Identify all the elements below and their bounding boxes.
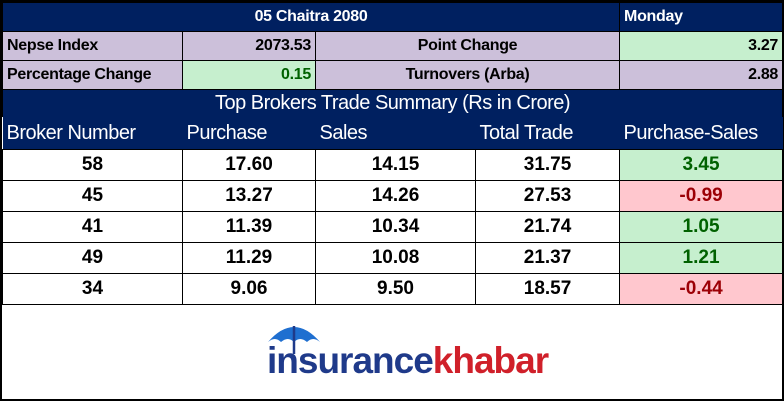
column-header: Purchase-Sales [619, 117, 783, 150]
column-header: Broker Number [2, 117, 183, 150]
cell: 58 [2, 149, 183, 181]
summary-row: Percentage Change 0.15 Turnovers (Arba) 2.8… [2, 60, 784, 90]
column-header: Sales [315, 117, 476, 150]
umbrella-icon [268, 326, 320, 354]
label: Point Change [314, 31, 621, 61]
cell: 1.05 [619, 211, 784, 243]
column-header: Total Trade [475, 117, 620, 150]
cell: 17.60 [182, 149, 316, 181]
label: Percentage Change [2, 60, 183, 90]
cell: 11.39 [182, 211, 316, 243]
cell: 9.50 [315, 273, 476, 305]
data-row: 34 9.06 9.50 18.57 -0.44 [2, 273, 784, 305]
cell: 13.27 [182, 180, 316, 212]
summary-row: Nepse Index 2073.53 Point Change 3.27 [2, 31, 784, 61]
cell: 34 [2, 273, 183, 305]
column-header-row: Broker Number Purchase Sales Total Trade Pur… [2, 117, 783, 150]
table-title: Top Brokers Trade Summary (Rs in Crore) [1, 89, 784, 117]
cell: 14.26 [315, 180, 476, 212]
label: Turnovers (Arba) [314, 60, 621, 90]
value: 2073.53 [182, 31, 316, 61]
summary-table: 05 Chaitra 2080 Monday Nepse Index 2073.5… [1, 2, 784, 305]
cell: 14.15 [315, 149, 476, 181]
cell: 45 [2, 180, 183, 212]
date: 05 Chaitra 2080 [1, 2, 621, 32]
cell: 31.75 [474, 149, 621, 181]
cell: 21.37 [474, 242, 621, 274]
data-row: 41 11.39 10.34 21.74 1.05 [2, 211, 784, 243]
data-row: 45 13.27 14.26 27.53 -0.99 [2, 180, 784, 212]
logo-part: khabar [432, 340, 549, 381]
cell: 27.53 [474, 180, 621, 212]
logo-text: insurancekhabar [267, 340, 549, 382]
cell: 41 [2, 211, 183, 243]
label: Nepse Index [2, 31, 183, 61]
cell: -0.99 [619, 180, 784, 212]
table-body: 05 Chaitra 2080 Monday Nepse Index 2073.5… [1, 2, 784, 305]
cell: 21.74 [474, 211, 621, 243]
logo: insurancekhabar [2, 316, 782, 399]
logo-part: insurance [267, 340, 434, 381]
day: Monday [619, 2, 784, 32]
value: 2.88 [619, 60, 784, 90]
value: 3.27 [619, 31, 784, 61]
cell: 1.21 [619, 242, 784, 274]
cell: 18.57 [474, 273, 621, 305]
data-row: 49 11.29 10.08 21.37 1.21 [2, 242, 784, 274]
column-header: Purchase [182, 117, 316, 150]
data-row: 58 17.60 14.15 31.75 3.45 [2, 149, 784, 181]
cell: 11.29 [182, 242, 316, 274]
cell: 10.08 [315, 242, 476, 274]
value: 0.15 [182, 60, 316, 90]
title-row: Top Brokers Trade Summary (Rs in Crore) [1, 89, 784, 117]
cell: 49 [2, 242, 183, 274]
cell: -0.44 [619, 273, 784, 305]
header-row: 05 Chaitra 2080 Monday [1, 2, 784, 32]
cell: 10.34 [315, 211, 476, 243]
cell: 3.45 [619, 149, 784, 181]
cell: 9.06 [182, 273, 316, 305]
